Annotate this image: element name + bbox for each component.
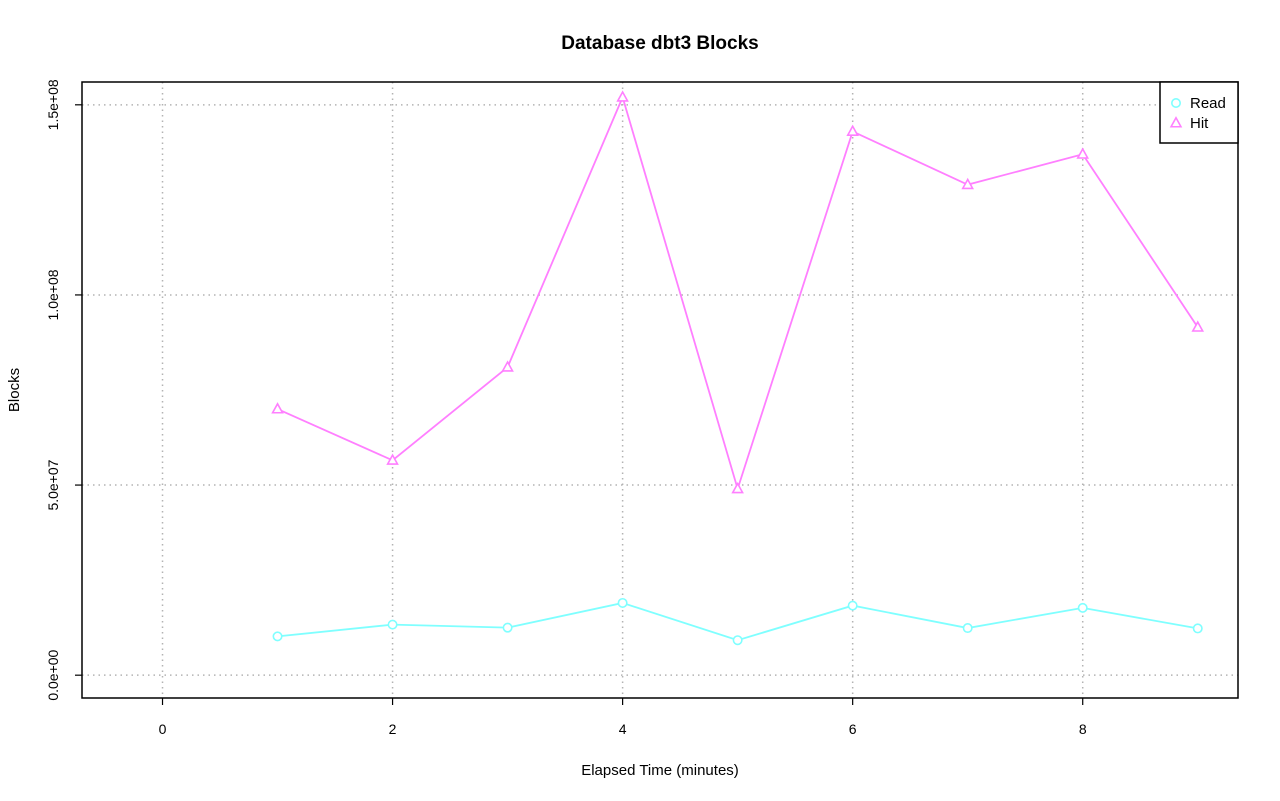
data-point-hit: [961, 177, 974, 190]
y-axis-label: Blocks: [6, 368, 23, 412]
grid-layer: [82, 82, 1238, 698]
legend-marker-hit: [1169, 116, 1183, 128]
data-point-read: [1077, 602, 1088, 613]
series-hit: [271, 90, 1205, 494]
series-layer: [271, 90, 1205, 646]
y-tick-label: 5.0e+07: [45, 459, 61, 510]
y-axis: 0.0e+00 5.0e+07 1.0e+08 1.5e+08: [45, 79, 82, 701]
data-point-read: [502, 622, 513, 633]
data-point-hit: [846, 124, 859, 136]
legend-box: [1159, 81, 1239, 144]
data-point-read: [387, 619, 398, 630]
legend: Read Hit: [1159, 81, 1239, 144]
x-tick-label: 2: [389, 721, 397, 737]
data-point-hit: [1191, 320, 1205, 332]
legend-items: Read Hit: [1169, 95, 1226, 132]
chart-title: Database dbt3 Blocks: [561, 33, 758, 54]
x-tick-label: 0: [159, 721, 167, 737]
data-point-hit: [501, 360, 514, 372]
x-axis: 0 2 4 6 8: [159, 698, 1087, 737]
data-point-read: [1192, 623, 1203, 634]
legend-label-read: Read: [1190, 95, 1226, 112]
series-line-read: [277, 602, 1198, 642]
data-point-read: [617, 597, 628, 608]
data-point-read: [962, 623, 973, 634]
plot-frame: [81, 81, 1239, 699]
x-tick-label: 8: [1079, 721, 1087, 737]
series-line-hit: [277, 94, 1199, 492]
y-tick-label: 0.0e+00: [45, 649, 61, 700]
x-tick-label: 4: [619, 721, 627, 737]
data-point-read: [732, 635, 743, 646]
data-point-hit: [1076, 147, 1090, 159]
legend-label-hit: Hit: [1190, 115, 1209, 132]
y-tick-label: 1.0e+08: [45, 269, 61, 320]
data-point-hit: [271, 402, 284, 414]
x-tick-label: 6: [849, 721, 857, 737]
data-point-hit: [616, 90, 629, 102]
data-point-hit: [731, 482, 744, 494]
data-point-hit: [386, 453, 399, 465]
x-axis-label: Elapsed Time (minutes): [581, 762, 739, 779]
y-tick-label: 1.5e+08: [45, 79, 61, 130]
legend-marker-read: [1171, 98, 1182, 109]
data-point-read: [272, 631, 283, 642]
data-point-read: [847, 600, 858, 611]
series-read: [272, 597, 1203, 646]
